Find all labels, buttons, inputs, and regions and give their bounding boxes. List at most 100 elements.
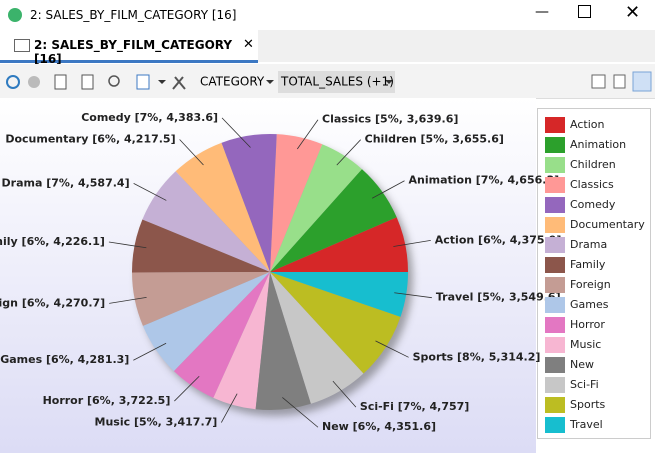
legend-label: Travel [569,418,603,431]
window-title: 2: SALES_BY_FILM_CATEGORY [16] [30,8,237,22]
slice-label: Horror [6%, 3,722.5] [43,394,171,407]
pie-slice [270,144,362,272]
legend-label: Drama [570,238,607,251]
pie-slice [270,169,397,272]
pie-slice [213,272,270,410]
save-icon[interactable] [136,74,150,90]
leader-line [393,240,431,247]
legend-swatch [545,197,565,213]
stop-icon[interactable] [28,76,40,88]
legend-swatch [545,377,565,393]
leader-line [371,180,405,199]
app-icon [8,8,22,22]
legend-swatch [545,177,565,193]
leader-line [179,139,204,166]
legend-label: Animation [570,138,626,151]
legend-label: Games [570,298,609,311]
tab-bar: 2: SALES_BY_FILM_CATEGORY [16] ✕ [0,30,655,66]
legend-swatch [545,117,565,133]
leader-line [375,340,409,358]
settings-icon[interactable] [172,76,186,90]
legend-label: Classics [570,178,614,191]
legend-swatch [545,417,565,433]
pie-slice [270,272,401,374]
leader-line [332,380,357,408]
pie-slice [173,272,270,398]
slice-label: Drama [7%, 4,587.4] [2,176,130,189]
pie-slice [142,272,270,372]
refresh-icon[interactable] [6,75,20,89]
legend-swatch [545,357,565,373]
pie-slice [142,171,270,272]
leader-line [109,296,147,304]
legend-swatch [545,337,565,353]
tab-title: 2: SALES_BY_FILM_CATEGORY [16] [34,38,233,66]
export-icon[interactable] [54,74,67,90]
legend-label: Comedy [570,198,616,211]
legend-label: Music [570,338,601,351]
legend-swatch [545,237,565,253]
text-view[interactable] [613,74,626,89]
leader-line [336,139,361,166]
pie-slice [221,134,277,272]
slice-label: Classics [5%, 3,639.6] [322,113,458,126]
legend-swatch [545,297,565,313]
legend-label: Sports [570,398,606,411]
copy-icon[interactable] [81,74,94,90]
pie-slice [270,217,408,272]
title-bar: 2: SALES_BY_FILM_CATEGORY [16] — ✕ [0,0,655,30]
slice-label: Music [5%, 3,417.7] [95,416,218,429]
slice-label: Comedy [7%, 4,383.6] [81,111,218,124]
value-selector[interactable] [278,71,395,93]
maximize[interactable] [578,5,591,18]
chart-view[interactable] [632,71,652,92]
leader-line [282,397,319,428]
minimize[interactable]: — [535,4,549,20]
legend-label: Documentary [570,218,645,231]
slice-label: Sci-Fi [7%, 4,757] [360,400,469,413]
slice-label: Action [6%, 4,375.9] [435,233,562,246]
tab[interactable]: 2: SALES_BY_FILM_CATEGORY [16] ✕ [0,30,258,66]
tab-close[interactable]: ✕ [243,37,254,52]
legend-label: Children [570,158,616,171]
leader-line [394,292,432,299]
leader-line [296,119,319,150]
pie-slice [255,272,311,411]
legend-swatch [545,137,565,153]
close[interactable]: ✕ [625,2,641,23]
leader-line [174,375,200,402]
slice-label: Games [6%, 4,281.3] [0,353,129,366]
pie-slice [132,272,270,326]
legend-swatch [545,157,565,173]
slice-label: Children [5%, 3,655.6] [365,133,504,146]
legend-label: Foreign [570,278,611,291]
legend-label: Action [570,118,604,131]
leader-line [133,342,167,361]
slice-label: Family [6%, 4,226.1] [0,235,105,248]
tab-icon [14,39,30,52]
category-selector[interactable]: CATEGORY [200,75,265,89]
pie-slice [270,134,323,272]
zoom-icon[interactable] [108,75,120,87]
leader-line [108,241,147,249]
toolbar: CATEGORY TOTAL_SALES (+1) [0,64,655,99]
pie-slice [270,272,364,404]
legend-swatch [545,217,565,233]
legend-label: Horror [570,318,605,331]
leader-line [133,183,167,201]
leader-line [221,117,251,148]
pie-slice [132,219,270,273]
value-selector-label[interactable]: TOTAL_SALES (+1) [280,75,394,89]
legend-label: Sci-Fi [570,378,599,391]
legend-label: New [570,358,594,371]
grid-view[interactable] [591,74,606,89]
legend-label: Family [570,258,606,271]
slice-label: New [6%, 4,351.6] [322,420,436,433]
toolbar-icons: CATEGORY TOTAL_SALES (+1) [6,71,652,93]
legend-swatch [545,317,565,333]
slice-label: Documentary [6%, 4,217.5] [5,133,175,146]
pie-slice [175,142,270,272]
dropdown-icon[interactable] [158,80,166,84]
legend-swatch [545,257,565,273]
